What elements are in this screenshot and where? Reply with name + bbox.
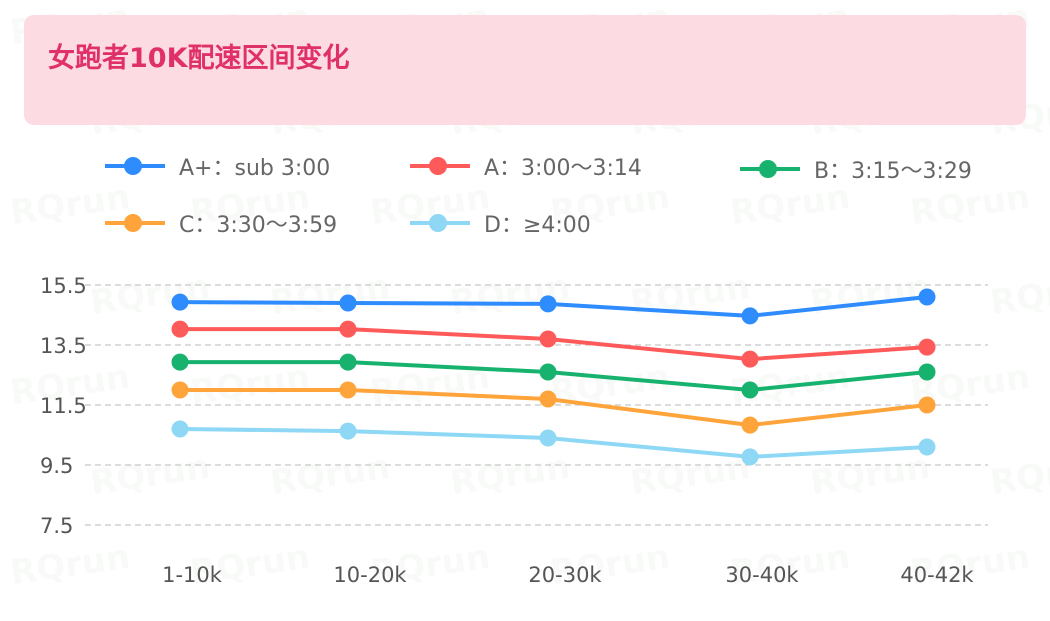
data-point[interactable] (741, 448, 759, 466)
data-point[interactable] (918, 363, 936, 381)
title-banner (24, 15, 1026, 125)
x-tick-label: 1-10k (162, 563, 223, 587)
data-point[interactable] (539, 390, 557, 408)
legend-label: A+：sub 3:00 (179, 156, 331, 181)
data-point[interactable] (539, 429, 557, 447)
legend-label: C：3:30～3:59 (179, 213, 338, 238)
legend-marker-icon (410, 214, 470, 232)
legend-item[interactable]: C：3:30～3:59 (105, 207, 337, 239)
legend-item[interactable]: B：3:15～3:29 (740, 153, 972, 185)
y-tick-label: 15.5 (40, 274, 87, 298)
data-point[interactable] (918, 396, 936, 414)
legend-marker-icon (105, 157, 165, 175)
data-point[interactable] (171, 420, 189, 438)
legend-marker-icon (105, 214, 165, 232)
legend-marker-icon (410, 157, 470, 175)
x-tick-label: 10-20k (333, 563, 407, 587)
legend-item[interactable]: A+：sub 3:00 (105, 150, 330, 182)
y-tick-label: 7.5 (40, 514, 73, 538)
data-point[interactable] (741, 307, 759, 325)
data-point[interactable] (539, 363, 557, 381)
legend-label: D：≥4:00 (484, 213, 591, 238)
chart-title: 女跑者10K配速区间变化 (48, 43, 350, 74)
data-point[interactable] (339, 422, 357, 440)
data-point[interactable] (171, 320, 189, 338)
data-point[interactable] (171, 353, 189, 371)
data-point[interactable] (741, 381, 759, 399)
data-point[interactable] (339, 353, 357, 371)
data-point[interactable] (539, 330, 557, 348)
y-tick-label: 11.5 (40, 394, 87, 418)
x-tick-label: 30-40k (725, 563, 799, 587)
data-point[interactable] (339, 381, 357, 399)
data-point[interactable] (171, 381, 189, 399)
data-point[interactable] (539, 295, 557, 313)
legend-item[interactable]: D：≥4:00 (410, 207, 591, 239)
data-point[interactable] (918, 438, 936, 456)
legend-label: A：3:00～3:14 (484, 156, 642, 181)
data-point[interactable] (339, 294, 357, 312)
legend-item[interactable]: A：3:00～3:14 (410, 150, 642, 182)
x-tick-label: 20-30k (528, 563, 602, 587)
data-point[interactable] (741, 350, 759, 368)
data-point[interactable] (171, 293, 189, 311)
x-tick-label: 40-42k (900, 563, 974, 587)
data-point[interactable] (918, 338, 936, 356)
y-tick-label: 13.5 (40, 334, 87, 358)
data-point[interactable] (918, 288, 936, 306)
data-point[interactable] (339, 320, 357, 338)
legend-label: B：3:15～3:29 (814, 159, 972, 184)
data-point[interactable] (741, 416, 759, 434)
y-tick-label: 9.5 (40, 454, 73, 478)
legend-marker-icon (740, 160, 800, 178)
